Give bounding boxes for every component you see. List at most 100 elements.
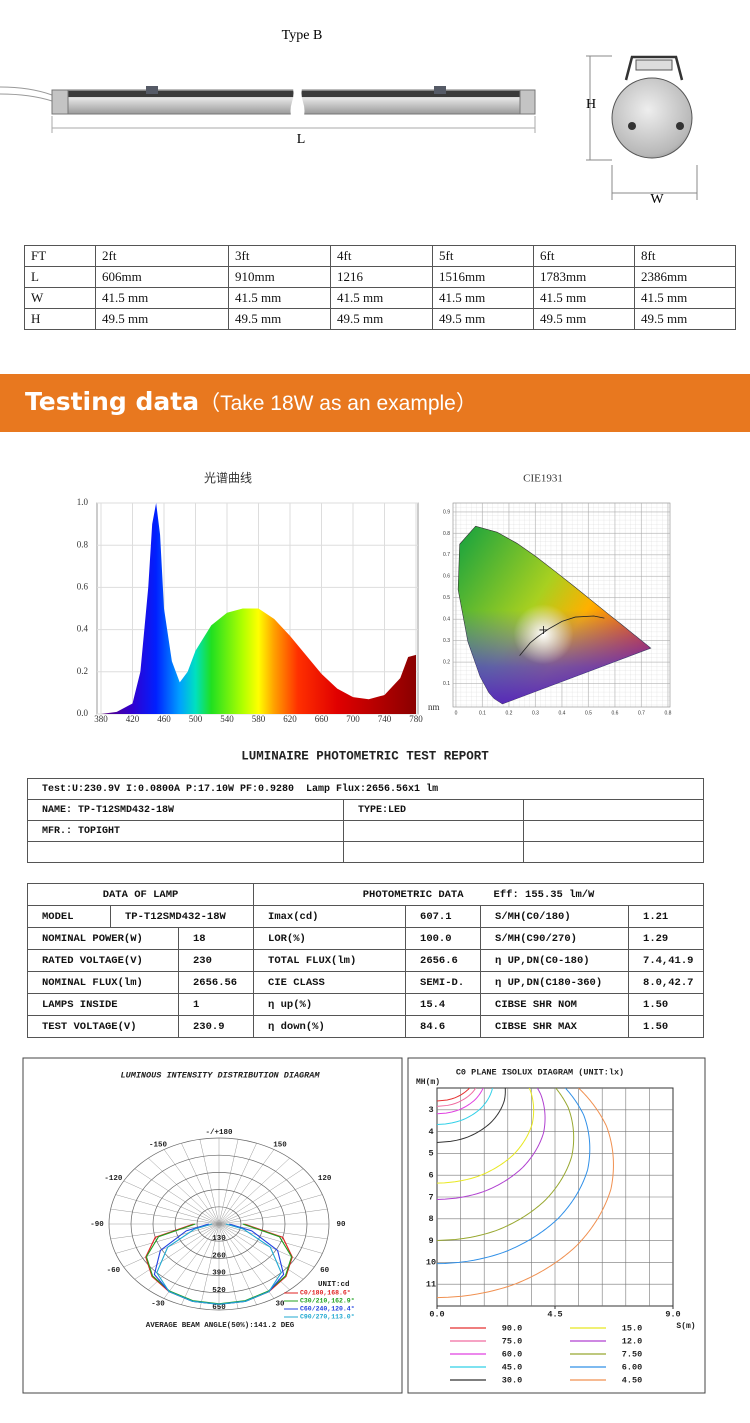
table-cell: 910mm: [228, 266, 331, 288]
table-cell: 2656.56: [177, 971, 255, 994]
angle-label: -30: [151, 1301, 165, 1309]
clip: [434, 86, 446, 94]
break-mark: [290, 84, 305, 120]
table-cell: 5ft: [432, 245, 534, 267]
y-tick-label: 5: [428, 1149, 433, 1159]
table-cell: MFR.: TOPIGHT: [27, 820, 344, 842]
section-banner: Testing data（Take 18W as an example）: [0, 374, 750, 432]
table-cell: S/MH(C0/180): [480, 905, 630, 928]
legend-label: 30.0: [502, 1375, 522, 1385]
table-cell: [522, 820, 705, 842]
angle-label: 150: [273, 1141, 287, 1149]
y-tick-label: 0.6: [77, 581, 89, 591]
table-cell: 84.6: [405, 1015, 482, 1038]
table-row: Test:U:230.9V I:0.0800A P:17.10W PF:0.92…: [26, 778, 705, 800]
table-row: L 606mm 910mm 1216 1516mm 1783mm 2386mm: [24, 266, 736, 288]
table-cell: [27, 841, 344, 863]
table-cell: RATED VOLTAGE(V): [27, 949, 179, 972]
intensity-curve: [156, 1223, 282, 1305]
table-row: W 41.5 mm 41.5 mm 41.5 mm 41.5 mm 41.5 mm 41.5…: [24, 287, 736, 309]
isolux-box: [407, 1057, 706, 1394]
x-tick-label: 0.8: [665, 710, 672, 716]
table-cell: η up(%): [253, 993, 407, 1016]
table-cell: 1516mm: [432, 266, 534, 288]
angle-label: -150: [149, 1141, 168, 1149]
table-row: TEST VOLTAGE(V) 230.9 η down(%) 84.6 CIBSE S…: [27, 1015, 705, 1038]
x-tick-label: 4.5: [547, 1309, 562, 1319]
table-cell: 49.5 mm: [330, 308, 433, 330]
table-cell: 1783mm: [533, 266, 635, 288]
legend-label: 90.0: [502, 1323, 522, 1333]
angle-label: -120: [104, 1175, 123, 1183]
table-cell: 41.5 mm: [432, 287, 534, 309]
table-cell: 49.5 mm: [533, 308, 635, 330]
table-row: [27, 841, 705, 863]
spoke: [199, 1139, 239, 1309]
isolux-contour: [437, 1088, 535, 1184]
tube-drawing: [0, 84, 536, 133]
isolux-contour: [437, 1088, 493, 1125]
legend-label: 15.0: [622, 1323, 642, 1333]
angle-label: 60: [320, 1267, 330, 1275]
polar-title: LUMINOUS INTENSITY DISTRIBUTION DIAGRAM: [121, 1070, 321, 1080]
table-cell: NOMINAL FLUX(lm): [27, 971, 179, 994]
table-cell: 2386mm: [634, 266, 736, 288]
x-tick-label: 660: [315, 714, 329, 724]
table-cell: η UP,DN(C180-360): [480, 971, 630, 994]
cable: [0, 86, 53, 96]
x-tick-label: 540: [220, 714, 234, 724]
table-cell: 1216: [330, 266, 433, 288]
table-cell: Test:U:230.9V I:0.0800A P:17.10W PF:0.92…: [26, 778, 705, 800]
test-point: [539, 625, 548, 634]
y-tick-label: 0.0: [77, 708, 89, 718]
table-row: NOMINAL POWER(W) 18 LOR(%) 100.0 S/MH(C90/27…: [27, 927, 705, 950]
angle-label: -60: [107, 1267, 121, 1275]
table-cell: 1.50: [628, 993, 705, 1016]
x-tick-label: 0.6: [612, 710, 619, 716]
x-unit: nm: [428, 702, 440, 712]
table-row: MODEL TP-T12SMD432-18W Imax(cd) 607.1 S/MH(C…: [27, 905, 705, 928]
header-text: PHOTOMETRIC DATA: [362, 888, 464, 901]
y-tick-label: 0.7: [443, 552, 450, 558]
table-cell: 49.5 mm: [95, 308, 229, 330]
legend-label: 7.50: [622, 1349, 642, 1359]
table-cell: 41.5 mm: [95, 287, 229, 309]
table-cell: 49.5 mm: [432, 308, 534, 330]
y-tick-label: 0.8: [77, 539, 89, 549]
polar-box: [22, 1057, 403, 1394]
x-tick-label: 0.2: [506, 710, 513, 716]
x-tick-label: 9.0: [665, 1309, 680, 1319]
legend-label: 4.50: [622, 1375, 642, 1385]
angle-label: 120: [318, 1175, 332, 1183]
table-cell: CIBSE SHR NOM: [480, 993, 630, 1016]
x-tick-label: 0.0: [429, 1309, 444, 1319]
table-cell: TP-T12SMD432-18W: [109, 905, 255, 928]
y-tick-label: 8: [428, 1214, 433, 1224]
banner-subtitle: （Take 18W as an example）: [199, 392, 477, 415]
y-tick-label: 10: [426, 1258, 436, 1268]
cie-title: CIE1931: [523, 473, 563, 485]
x-tick-label: 0.7: [638, 710, 645, 716]
table-cell: LOR(%): [253, 927, 407, 950]
table-row: MFR.: TOPIGHT: [27, 820, 705, 842]
table-header: DATA OF LAMP: [26, 883, 255, 906]
isolux-y-label: MH(m): [416, 1078, 440, 1087]
y-tick-label: 0.3: [443, 638, 450, 644]
table-cell: 49.5 mm: [634, 308, 736, 330]
y-tick-label: 0.4: [443, 617, 450, 623]
dimension-table: FT 2ft 3ft 4ft 5ft 6ft 8ft L 606mm 910mm 1216 1516m…: [24, 245, 736, 330]
spectrum-title: 光谱曲线: [204, 471, 252, 485]
table-cell: 100.0: [405, 927, 482, 950]
table-cell: MODEL: [27, 905, 111, 928]
y-tick-label: 11: [426, 1279, 436, 1289]
table-row: H 49.5 mm 49.5 mm 49.5 mm 49.5 mm 49.5 mm 49.5…: [24, 308, 736, 330]
r-tick-label: 520: [212, 1287, 226, 1295]
isolux-contour: [437, 1088, 614, 1299]
x-tick-label: 780: [409, 714, 423, 724]
legend-label: C30/210,162.9°: [300, 1297, 355, 1305]
banner-title: Testing data: [25, 387, 200, 416]
isolux-title: C0 PLANE ISOLUX DIAGRAM (UNIT:lx): [456, 1067, 624, 1077]
table-cell: 41.5 mm: [533, 287, 635, 309]
r-tick-label: 650: [212, 1304, 226, 1312]
